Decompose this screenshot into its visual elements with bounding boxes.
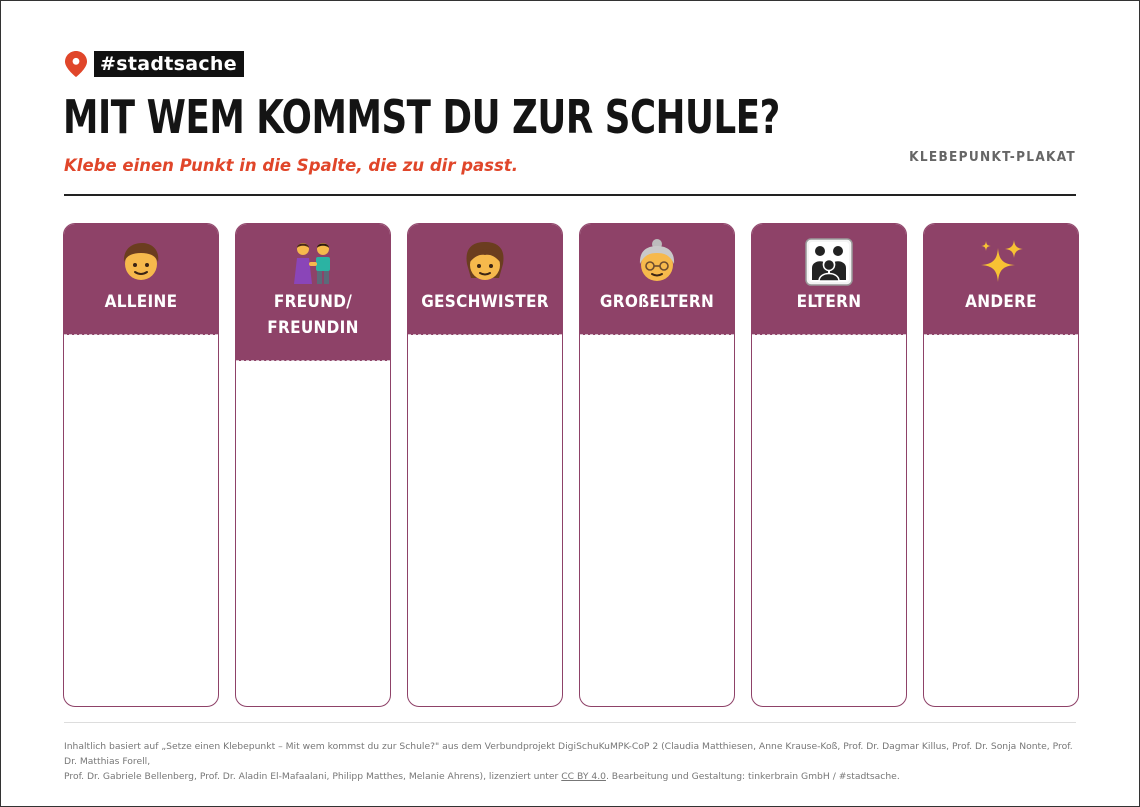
sparkles-icon xyxy=(981,240,1023,282)
column-header: ANDERE xyxy=(924,224,1078,335)
credits-line-2-end: . Bearbeitung und Gestaltung: tinkerbrai… xyxy=(605,771,900,782)
column-header: FREUND/ FREUNDIN xyxy=(236,224,390,361)
location-pin-icon xyxy=(65,51,87,77)
column-label: GESCHWISTER xyxy=(421,292,549,312)
column-geschwister[interactable]: GESCHWISTER xyxy=(407,223,563,707)
instruction-subtitle: Klebe einen Punkt in die Spalte, die zu … xyxy=(64,156,518,175)
girl-icon xyxy=(466,242,504,280)
sticker-area[interactable] xyxy=(64,335,218,706)
sticker-area[interactable] xyxy=(408,335,562,706)
grandmother-icon xyxy=(639,239,675,281)
column-label: ANDERE xyxy=(965,292,1037,312)
header-divider xyxy=(64,194,1076,196)
column-header: GROßELTERN xyxy=(580,224,734,335)
sticker-area[interactable] xyxy=(236,361,390,706)
sticker-area[interactable] xyxy=(580,335,734,706)
column-header: ALLEINE xyxy=(64,224,218,335)
column-header: GESCHWISTER xyxy=(408,224,562,335)
sticker-area[interactable] xyxy=(924,335,1078,706)
column-freund-freundin[interactable]: FREUND/ FREUNDIN xyxy=(235,223,391,707)
boy-icon xyxy=(123,243,159,280)
column-label: FREUND/ FREUNDIN xyxy=(267,292,359,338)
column-header: ELTERN xyxy=(752,224,906,335)
column-andere[interactable]: ANDERE xyxy=(923,223,1079,707)
answer-columns: ALLEINE FREUND/ FREUNDIN xyxy=(63,223,1079,707)
credits-line-2: Prof. Dr. Gabriele Bellenberg, Prof. Dr.… xyxy=(64,771,562,782)
footer-divider xyxy=(64,722,1076,723)
credits-footer: Inhaltlich basiert auf „Setze einen Kleb… xyxy=(64,739,1084,784)
column-grosseltern[interactable]: GROßELTERN xyxy=(579,223,735,707)
brand: #stadtsache xyxy=(64,50,244,78)
poster-type-label: KLEBEPUNKT-PLAKAT xyxy=(909,149,1076,165)
column-label: GROßELTERN xyxy=(599,292,715,312)
page-title: MIT WEM KOMMST DU ZUR SCHULE? xyxy=(63,90,780,144)
brand-tag: #stadtsache xyxy=(94,51,244,77)
column-label: ALLEINE xyxy=(104,292,178,312)
column-label: ELTERN xyxy=(796,292,862,312)
column-alleine[interactable]: ALLEINE xyxy=(63,223,219,707)
family-icon xyxy=(805,238,853,286)
credits-line-1: Inhaltlich basiert auf „Setze einen Kleb… xyxy=(64,741,1073,767)
column-eltern[interactable]: ELTERN xyxy=(751,223,907,707)
friends-icon xyxy=(294,243,330,284)
license-link[interactable]: CC BY 4.0 xyxy=(561,771,606,782)
sticker-area[interactable] xyxy=(752,335,906,706)
